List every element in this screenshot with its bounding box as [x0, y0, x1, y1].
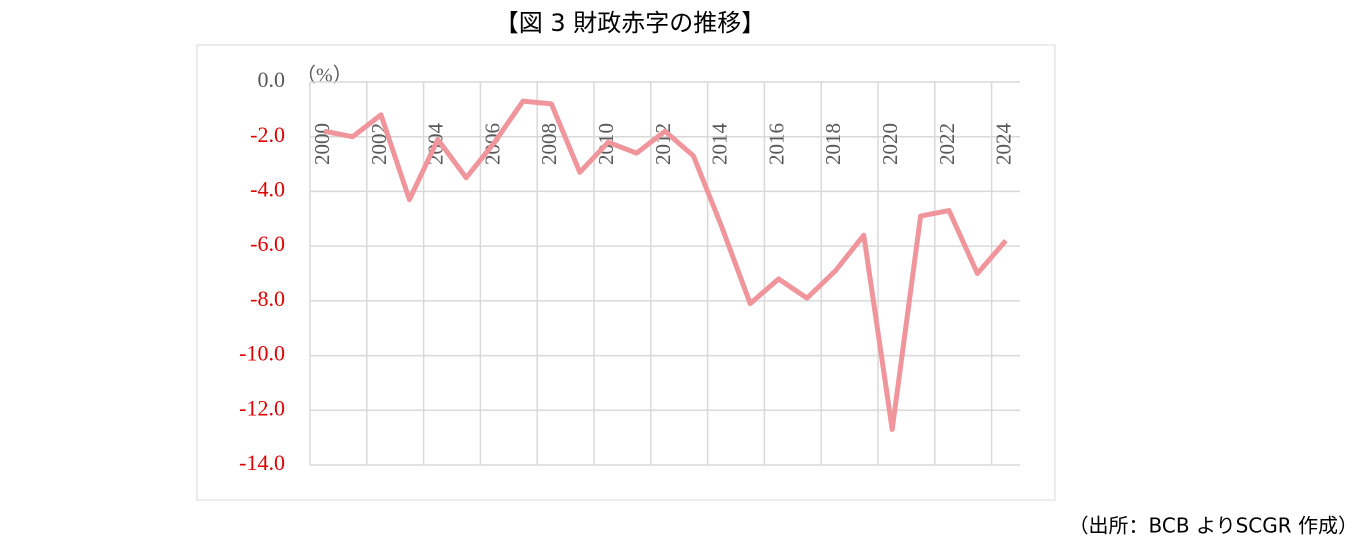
- source-note: （出所：BCB よりSCGR 作成）: [1069, 514, 1358, 538]
- y-tick-label: -6.0: [250, 231, 285, 256]
- x-tick-label: 2000: [310, 123, 334, 165]
- y-tick-label: 0.0: [258, 67, 286, 92]
- x-tick-label: 2020: [878, 123, 902, 165]
- x-tick-label: 2016: [764, 123, 788, 165]
- x-tick-label: 2014: [708, 123, 732, 166]
- data-line: [323, 98, 1008, 432]
- y-tick-label: -8.0: [250, 286, 285, 311]
- x-tick-label: 2024: [992, 123, 1016, 166]
- x-tick-label: 2012: [651, 123, 675, 165]
- y-tick-label: -14.0: [239, 450, 285, 475]
- chart-border: [196, 44, 1056, 501]
- y-tick-label: -2.0: [250, 122, 285, 147]
- y-tick-label: -10.0: [239, 341, 285, 366]
- y-tick-label: -4.0: [250, 176, 285, 201]
- x-tick-label: 2018: [821, 123, 845, 165]
- x-tick-label: 2008: [537, 123, 561, 165]
- x-tick-label: 2022: [935, 123, 959, 165]
- chart-title: 【図 3 財政赤字の推移】: [495, 9, 766, 37]
- y-tick-label: -12.0: [239, 395, 285, 420]
- unit-label: （%）: [296, 64, 353, 87]
